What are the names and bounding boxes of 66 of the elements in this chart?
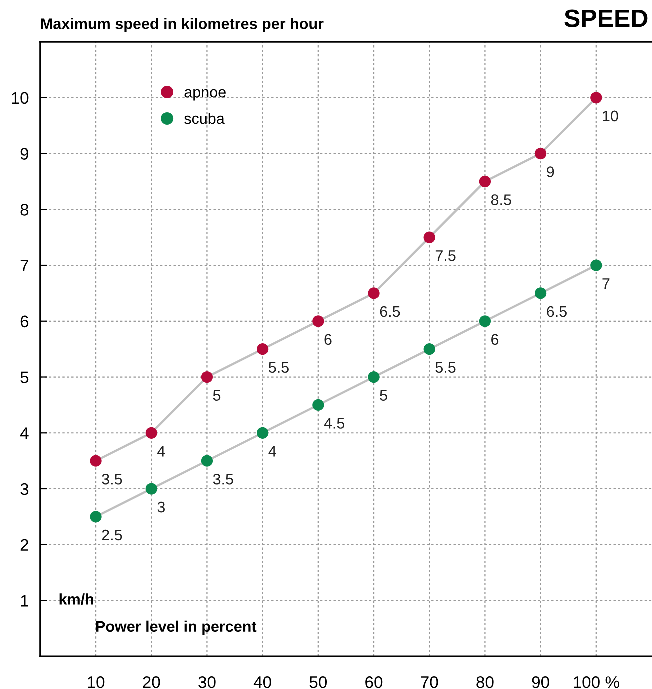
x-tick-label: 80 — [476, 676, 494, 688]
x-tick-label: 70 — [421, 676, 438, 688]
point — [368, 288, 380, 300]
y-tick-label: 7 — [20, 260, 28, 272]
point — [146, 427, 158, 439]
y-tick-label: 1 — [21, 595, 28, 607]
y-axis-title: Maximum speed in kilometres per hour — [41, 18, 324, 32]
data-label: 3 — [158, 502, 165, 513]
data-label: 2.5 — [102, 530, 122, 541]
x-tick-label: 90 — [532, 676, 550, 688]
point — [90, 455, 102, 467]
x-tick-label: 60 — [366, 676, 383, 688]
data-label: 5 — [213, 390, 221, 401]
legend-label: apnoe — [184, 89, 226, 101]
y-tick-label: 6 — [20, 316, 29, 328]
data-label: 10 — [603, 110, 618, 122]
y-tick-label: 10 — [12, 92, 29, 104]
data-label: 6.5 — [547, 306, 567, 318]
data-label: 6.5 — [380, 306, 400, 318]
point — [479, 316, 492, 328]
x-tick-label: 20 — [143, 676, 160, 688]
x-tick-label: 50 — [310, 676, 328, 688]
x-tick-label: 100 % — [574, 676, 620, 688]
y-tick-label: 3 — [20, 483, 29, 496]
point — [312, 316, 324, 328]
point — [201, 455, 214, 467]
data-label: 5 — [380, 390, 388, 401]
point — [90, 511, 102, 523]
data-label: 5.5 — [268, 362, 289, 374]
point — [257, 427, 269, 439]
data-label: 4.5 — [324, 418, 345, 429]
data-label: 7.5 — [436, 250, 456, 262]
point — [146, 483, 158, 495]
y-tick-label: 2 — [20, 539, 28, 551]
annotation: km/h — [60, 594, 94, 605]
point — [590, 92, 602, 104]
x-axis-title: Power level in percent — [96, 620, 257, 636]
y-tick-label: 8 — [20, 204, 29, 216]
data-label: 5.5 — [436, 362, 456, 374]
point — [312, 399, 324, 412]
point — [424, 344, 436, 356]
data-label: 6 — [324, 334, 332, 346]
x-tick-label: 10 — [88, 676, 105, 688]
data-label: 4 — [158, 446, 166, 457]
data-label: 7 — [602, 278, 610, 290]
legend-label: scuba — [184, 112, 225, 124]
point — [534, 288, 547, 300]
x-tick-label: 30 — [198, 676, 216, 688]
data-label: 9 — [547, 166, 554, 178]
data-label: 6 — [492, 334, 499, 346]
data-label: 8.5 — [491, 194, 512, 206]
point — [534, 148, 547, 160]
data-label: 4 — [268, 446, 276, 457]
point — [257, 344, 269, 356]
point — [368, 371, 380, 384]
y-tick-label: 5 — [20, 372, 29, 384]
data-label: 3.5 — [213, 474, 234, 485]
point — [479, 176, 492, 188]
data-label: 3.5 — [102, 474, 122, 485]
y-tick-label: 9 — [20, 148, 29, 160]
point — [201, 371, 214, 384]
point — [424, 232, 436, 244]
point — [590, 260, 602, 272]
x-tick-label: 40 — [254, 676, 272, 688]
y-tick-label: 4 — [20, 428, 29, 440]
chart-title: SPEED — [564, 10, 648, 28]
